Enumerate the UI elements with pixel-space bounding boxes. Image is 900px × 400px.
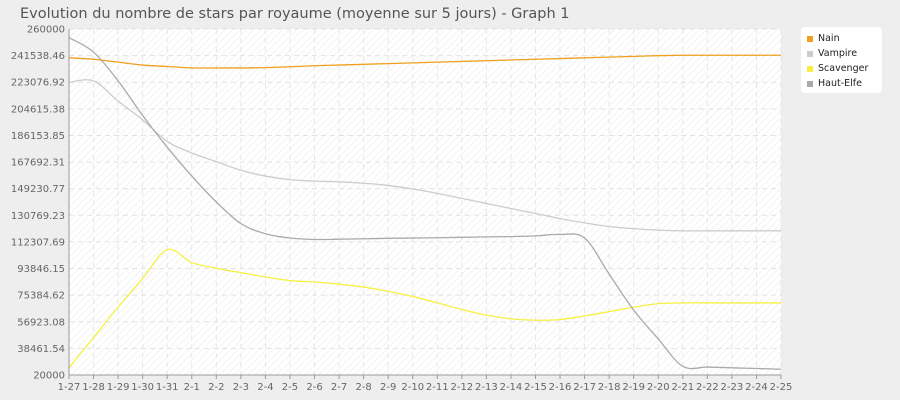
x-tick-label: 1-31 bbox=[156, 382, 179, 393]
y-tick-label: 149230.77 bbox=[11, 184, 65, 195]
x-tick-label: 2-8 bbox=[355, 382, 371, 393]
x-tick-label: 2-18 bbox=[598, 382, 621, 393]
x-tick-label: 2-14 bbox=[500, 382, 523, 393]
legend-swatch bbox=[807, 65, 813, 72]
x-tick-label: 2-15 bbox=[524, 382, 547, 393]
x-tick-label: 2-10 bbox=[401, 382, 424, 393]
legend-item-nain[interactable]: Nain bbox=[807, 31, 882, 46]
y-tick-label: 167692.31 bbox=[11, 158, 65, 169]
x-tick-label: 2-13 bbox=[475, 382, 498, 393]
x-tick-label: 2-5 bbox=[282, 382, 298, 393]
legend-swatch bbox=[807, 50, 813, 57]
y-tick-label: 56923.08 bbox=[17, 317, 65, 328]
x-tick-label: 1-27 bbox=[58, 382, 81, 393]
x-tick-label: 2-17 bbox=[573, 382, 596, 393]
legend-item-vampire[interactable]: Vampire bbox=[807, 46, 882, 61]
x-tick-label: 2-6 bbox=[306, 382, 322, 393]
series-line-haut-elfe bbox=[69, 37, 781, 370]
legend-label: Nain bbox=[818, 33, 840, 44]
y-tick-label: 112307.69 bbox=[11, 237, 65, 248]
legend-label: Vampire bbox=[818, 48, 858, 59]
x-tick-label: 2-3 bbox=[233, 382, 249, 393]
x-tick-label: 2-7 bbox=[331, 382, 347, 393]
x-tick-label: 2-2 bbox=[208, 382, 224, 393]
x-tick-label: 2-20 bbox=[647, 382, 670, 393]
x-tick-label: 2-16 bbox=[549, 382, 572, 393]
legend-item-scavenger[interactable]: Scavenger bbox=[807, 61, 882, 76]
x-tick-label: 2-22 bbox=[696, 382, 719, 393]
y-tick-label: 130769.23 bbox=[11, 211, 65, 222]
y-tick-label: 93846.15 bbox=[17, 264, 65, 275]
y-tick-label: 186153.85 bbox=[11, 131, 65, 142]
x-tick-label: 2-4 bbox=[257, 382, 273, 393]
x-tick-label: 2-19 bbox=[622, 382, 645, 393]
x-tick-label: 2-24 bbox=[745, 382, 768, 393]
y-tick-label: 20000 bbox=[33, 371, 65, 382]
series-line-scavenger bbox=[69, 248, 781, 369]
legend-swatch bbox=[807, 80, 813, 87]
x-tick-label: 1-29 bbox=[107, 382, 130, 393]
y-tick-label: 223076.92 bbox=[11, 78, 65, 89]
x-tick-label: 1-28 bbox=[82, 382, 105, 393]
legend-item-haut-elfe[interactable]: Haut-Elfe bbox=[807, 76, 882, 91]
y-tick-label: 204615.38 bbox=[11, 104, 65, 115]
legend: Nain Vampire Scavenger Haut-Elfe bbox=[801, 27, 882, 93]
x-tick-label: 2-25 bbox=[770, 382, 793, 393]
x-tick-label: 2-23 bbox=[721, 382, 744, 393]
y-tick-label: 38461.54 bbox=[17, 344, 65, 355]
series-line-nain bbox=[69, 54, 781, 69]
x-tick-label: 2-12 bbox=[450, 382, 473, 393]
x-tick-label: 2-9 bbox=[380, 382, 396, 393]
x-tick-label: 1-30 bbox=[131, 382, 154, 393]
plot-area bbox=[69, 29, 781, 375]
x-tick-label: 2-21 bbox=[671, 382, 694, 393]
y-tick-label: 260000 bbox=[27, 25, 65, 36]
x-tick-label: 2-11 bbox=[426, 382, 449, 393]
x-tick-label: 2-1 bbox=[184, 382, 200, 393]
series-line-vampire bbox=[69, 79, 781, 232]
legend-label: Scavenger bbox=[818, 63, 869, 74]
y-tick-label: 75384.62 bbox=[17, 291, 65, 302]
legend-label: Haut-Elfe bbox=[818, 78, 862, 89]
legend-swatch bbox=[807, 35, 813, 42]
y-tick-label: 241538.46 bbox=[11, 51, 65, 62]
chart-title: Evolution du nombre de stars par royaume… bbox=[20, 6, 570, 22]
